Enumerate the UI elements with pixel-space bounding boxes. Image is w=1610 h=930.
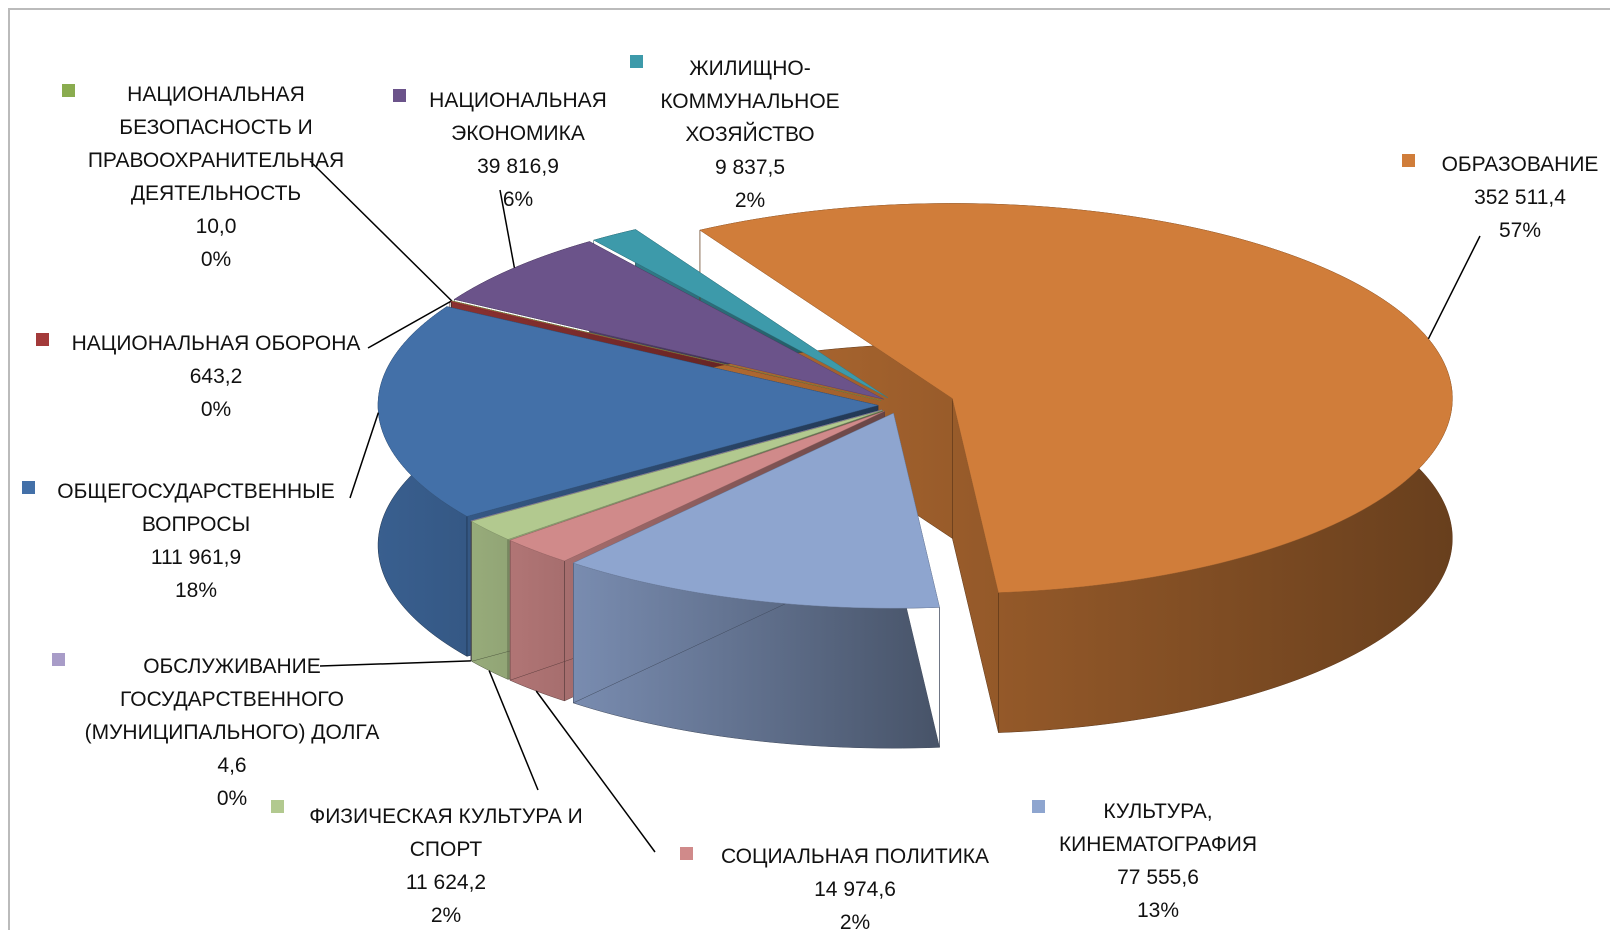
leaders xyxy=(309,160,1481,853)
percent-label: 57% xyxy=(1498,219,1542,242)
value-label: 11 624,2 xyxy=(405,871,487,894)
leader-line xyxy=(1427,235,1481,340)
leader-line xyxy=(535,690,656,853)
percent-label: 2% xyxy=(430,904,462,927)
data-label: КУЛЬТУРА, КИНЕМАТОГРАФИЯ 77 555,6 13% xyxy=(1038,795,1278,927)
data-label: ОБЩЕГОСУДАРСТВЕННЫЕ ВОПРОСЫ 111 961,9 18% xyxy=(51,475,341,607)
data-label: ФИЗИЧЕСКАЯ КУЛЬТУРА И СПОРТ 11 624,2 2% xyxy=(296,800,596,930)
leader-line xyxy=(499,189,516,268)
percent-label: 0% xyxy=(200,248,232,271)
category-label: НАЦИОНАЛЬНАЯ ЭКОНОМИКА xyxy=(429,89,607,145)
data-label: ОБРАЗОВАНИЕ 352 511,4 57% xyxy=(1420,148,1610,247)
legend-swatch xyxy=(1402,154,1415,167)
slice xyxy=(470,410,883,540)
legend-swatch xyxy=(22,481,35,494)
category-label: НАЦИОНАЛЬНАЯ ОБОРОНА xyxy=(71,332,361,355)
percent-label: 6% xyxy=(502,188,534,211)
percent-label: 2% xyxy=(839,911,871,930)
category-label: ОБРАЗОВАНИЕ xyxy=(1441,153,1599,176)
value-label: 111 961,9 xyxy=(150,546,242,569)
data-label: ОБСЛУЖИВАНИЕ ГОСУДАРСТВЕННОГО (МУНИЦИПАЛ… xyxy=(62,650,402,815)
leader-line xyxy=(309,160,453,302)
leader-line xyxy=(319,660,471,667)
slice xyxy=(450,300,882,401)
value-label: 39 816,9 xyxy=(477,155,559,178)
frame xyxy=(8,8,1610,930)
slice xyxy=(593,229,889,399)
category-label: ЖИЛИЩНО-КОММУНАЛЬНОЕ ХОЗЯЙСТВО xyxy=(660,57,840,146)
data-label: ЖИЛИЩНО-КОММУНАЛЬНОЕ ХОЗЯЙСТВО 9 837,5 2% xyxy=(645,52,855,217)
legend-swatch xyxy=(630,55,643,68)
category-label: КУЛЬТУРА, КИНЕМАТОГРАФИЯ xyxy=(1058,800,1258,856)
legend-swatch xyxy=(36,333,49,346)
legend-swatch xyxy=(271,800,284,813)
leader-line xyxy=(349,412,380,499)
percent-label: 0% xyxy=(200,398,232,421)
legend-swatch xyxy=(393,89,406,102)
category-label: СОЦИАЛЬНАЯ ПОЛИТИКА xyxy=(720,845,990,868)
leader-line xyxy=(367,300,452,349)
data-label: СОЦИАЛЬНАЯ ПОЛИТИКА 14 974,6 2% xyxy=(705,840,1005,930)
value-label: 10,0 xyxy=(195,215,237,238)
percent-label: 18% xyxy=(174,579,218,602)
legend-swatch xyxy=(1032,800,1045,813)
slice xyxy=(453,241,884,400)
data-label: НАЦИОНАЛЬНАЯ ЭКОНОМИКА 39 816,9 6% xyxy=(418,84,618,216)
data-label: НАЦИОНАЛЬНАЯ БЕЗОПАСНОСТЬ И ПРАВООХРАНИТ… xyxy=(76,78,356,276)
leader-line xyxy=(488,670,539,791)
percent-label: 2% xyxy=(734,189,766,212)
category-label: ФИЗИЧЕСКАЯ КУЛЬТУРА И СПОРТ xyxy=(309,805,583,861)
value-label: 4,6 xyxy=(217,754,247,777)
slice xyxy=(509,410,885,562)
value-label: 352 511,4 xyxy=(1474,186,1566,209)
percent-label: 0% xyxy=(216,787,248,810)
legend-swatch xyxy=(52,653,65,666)
percent-label: 13% xyxy=(1136,899,1180,922)
value-label: 77 555,6 xyxy=(1117,866,1199,889)
legend-swatch xyxy=(62,84,75,97)
value-label: 643,2 xyxy=(189,365,243,388)
category-label: НАЦИОНАЛЬНАЯ БЕЗОПАСНОСТЬ И ПРАВООХРАНИТ… xyxy=(87,83,345,205)
slice xyxy=(470,409,882,522)
pie-tops xyxy=(377,203,1453,609)
value-label: 9 837,5 xyxy=(714,156,786,179)
category-label: ОБЩЕГОСУДАРСТВЕННЫЕ ВОПРОСЫ xyxy=(57,480,335,536)
value-label: 14 974,6 xyxy=(814,878,896,901)
slice xyxy=(572,412,940,609)
legend-swatch xyxy=(680,847,693,860)
data-label: НАЦИОНАЛЬНАЯ ОБОРОНА 643,2 0% xyxy=(56,327,376,426)
category-label: ОБСЛУЖИВАНИЕ ГОСУДАРСТВЕННОГО (МУНИЦИПАЛ… xyxy=(84,655,380,744)
